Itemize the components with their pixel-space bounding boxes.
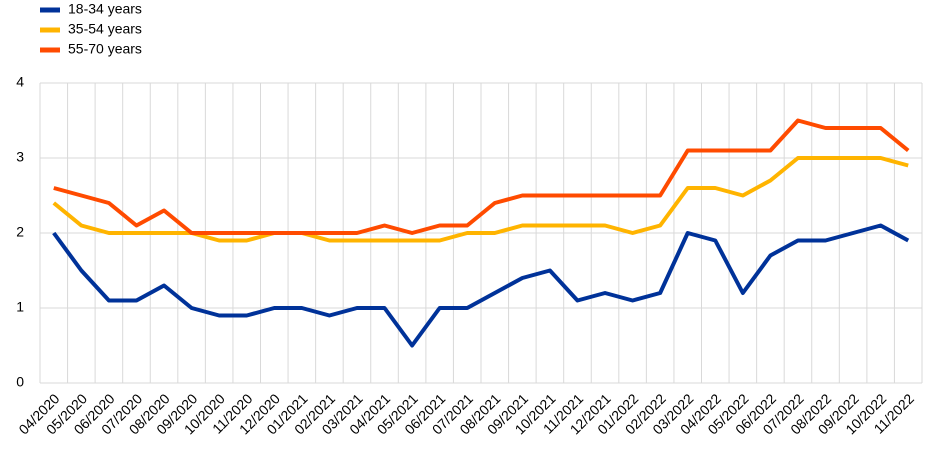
y-tick-label: 3 [16, 149, 24, 165]
series-line [53, 118, 910, 235]
series-line [52, 223, 910, 348]
legend-label: 18-34 years [68, 1, 142, 17]
y-tick-label: 0 [16, 374, 24, 390]
y-tick-label: 1 [16, 299, 24, 315]
legend-label: 55-70 years [68, 41, 142, 57]
y-tick-label: 4 [16, 74, 24, 90]
y-tick-label: 2 [16, 224, 24, 240]
legend-label: 35-54 years [68, 21, 142, 37]
